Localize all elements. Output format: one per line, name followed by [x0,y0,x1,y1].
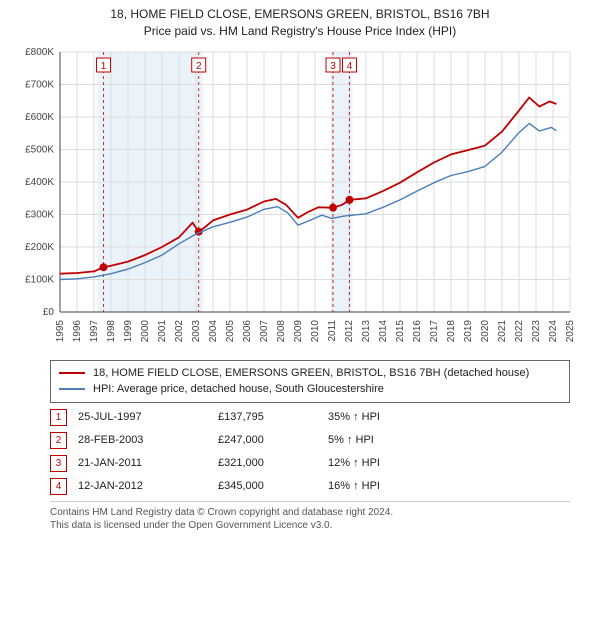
svg-text:2004: 2004 [208,319,219,342]
svg-text:2020: 2020 [480,319,491,342]
svg-text:1995: 1995 [55,319,66,342]
chart-area: £0 £100K £200K £300K £400K £500K £600K £700K £80… [10,44,590,354]
svg-text:£200K: £200K [25,242,54,253]
sale-delta-2: 5% ↑ HPI [328,434,438,446]
chart-title: 18, HOME FIELD CLOSE, EMERSONS GREEN, BR… [0,0,600,44]
svg-text:£600K: £600K [25,112,54,123]
sale-marker-4: 4 [50,478,67,495]
svg-text:£400K: £400K [25,177,54,188]
sale-date-2: 28-FEB-2003 [78,434,218,446]
chart-svg: £0 £100K £200K £300K £400K £500K £600K £700K £80… [10,44,590,354]
legend-swatch-property [59,372,85,374]
svg-text:£100K: £100K [25,274,54,285]
sale-marker-2: 2 [50,432,67,449]
svg-text:2015: 2015 [395,319,406,342]
svg-text:4: 4 [347,61,353,72]
svg-text:£800K: £800K [25,47,54,58]
svg-text:2021: 2021 [497,319,508,342]
sales-table: 1 25-JUL-1997 £137,795 35% ↑ HPI 2 28-FE… [50,409,570,495]
svg-text:1998: 1998 [106,319,117,342]
sale-date-3: 21-JAN-2011 [78,457,218,469]
sale-price-3: £321,000 [218,457,328,469]
svg-text:2008: 2008 [276,319,287,342]
svg-text:2016: 2016 [412,319,423,342]
svg-text:2014: 2014 [378,319,389,342]
svg-text:1999: 1999 [123,319,134,342]
sale-delta-1: 35% ↑ HPI [328,411,438,423]
footer-line-1: Contains HM Land Registry data © Crown c… [50,506,570,519]
svg-text:2005: 2005 [225,319,236,342]
svg-text:£700K: £700K [25,79,54,90]
sale-date-1: 25-JUL-1997 [78,411,218,423]
sale-delta-4: 16% ↑ HPI [328,480,438,492]
title-line-2: Price paid vs. HM Land Registry's House … [10,23,590,40]
svg-text:2022: 2022 [514,319,525,342]
legend-item-property: 18, HOME FIELD CLOSE, EMERSONS GREEN, BR… [59,365,561,382]
svg-text:2013: 2013 [361,319,372,342]
sale-marker-1: 1 [50,409,67,426]
svg-text:£500K: £500K [25,144,54,155]
svg-text:1996: 1996 [72,319,83,342]
svg-text:2007: 2007 [259,319,270,342]
sale-price-4: £345,000 [218,480,328,492]
svg-text:2011: 2011 [327,319,338,341]
sale-price-2: £247,000 [218,434,328,446]
page-container: 18, HOME FIELD CLOSE, EMERSONS GREEN, BR… [0,0,600,532]
svg-text:2006: 2006 [242,319,253,342]
svg-text:2018: 2018 [446,319,457,342]
sale-marker-3: 3 [50,455,67,472]
legend-label-hpi: HPI: Average price, detached house, Sout… [93,381,384,398]
footer-line-2: This data is licensed under the Open Gov… [50,519,570,532]
svg-text:1997: 1997 [89,319,100,342]
svg-text:2003: 2003 [191,319,202,342]
sale-date-4: 12-JAN-2012 [78,480,218,492]
svg-text:2024: 2024 [548,319,559,342]
svg-text:2009: 2009 [293,319,304,342]
legend-label-property: 18, HOME FIELD CLOSE, EMERSONS GREEN, BR… [93,365,529,382]
footer: Contains HM Land Registry data © Crown c… [50,501,570,532]
sale-delta-3: 12% ↑ HPI [328,457,438,469]
svg-text:2010: 2010 [310,319,321,342]
svg-text:£300K: £300K [25,209,54,220]
svg-text:2001: 2001 [157,319,168,342]
svg-text:2012: 2012 [344,319,355,342]
svg-text:1: 1 [101,61,107,72]
svg-text:2: 2 [196,61,202,72]
svg-text:2017: 2017 [429,319,440,342]
svg-text:2000: 2000 [140,319,151,342]
svg-text:2025: 2025 [565,319,576,342]
legend: 18, HOME FIELD CLOSE, EMERSONS GREEN, BR… [50,360,570,403]
svg-text:2019: 2019 [463,319,474,342]
legend-swatch-hpi [59,388,85,390]
legend-item-hpi: HPI: Average price, detached house, Sout… [59,381,561,398]
title-line-1: 18, HOME FIELD CLOSE, EMERSONS GREEN, BR… [10,6,590,23]
svg-text:2002: 2002 [174,319,185,342]
svg-text:£0: £0 [43,307,55,318]
sale-price-1: £137,795 [218,411,328,423]
svg-text:3: 3 [330,61,336,72]
svg-text:2023: 2023 [531,319,542,342]
